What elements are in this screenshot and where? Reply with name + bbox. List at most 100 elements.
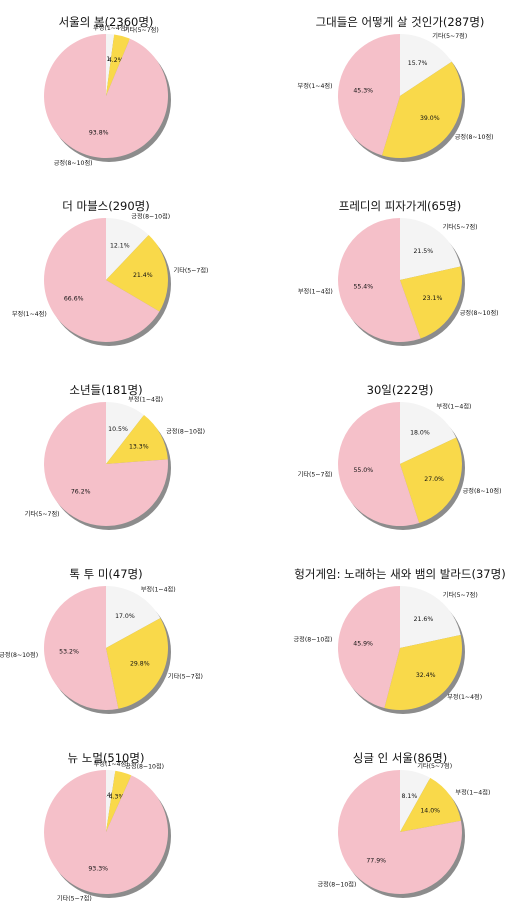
slice-percent-label: 4.3% — [109, 793, 125, 800]
slice-percent-label: 2.4% — [101, 792, 117, 799]
slice-category-label: 기타(5~7점) — [432, 32, 467, 40]
slice-category-label: 기타(5~7점) — [443, 223, 478, 231]
slice-percent-label: 29.8% — [130, 661, 150, 668]
slice-percent-label: 21.4% — [133, 272, 153, 279]
pie-chart-0: 서울의 봄(2360명) 2.1% 부정(1~4점) 4.2% 기타(5~7점) 93.8… — [44, 15, 171, 167]
slice-percent-label: 45.3% — [353, 88, 373, 95]
slice-category-label: 기타(5~7점) — [25, 510, 60, 518]
slice-category-label: 긍정(8~10점) — [463, 487, 502, 495]
chart-title: 소년들(181명) — [69, 383, 142, 397]
pie-slice — [44, 34, 169, 158]
pie-slice — [381, 61, 462, 159]
slice-category-label: 긍정(8~10점) — [455, 133, 494, 141]
pie-slice — [106, 415, 168, 464]
pie-slice — [400, 777, 461, 832]
pie-slice — [337, 34, 400, 156]
slice-percent-label: 45.9% — [353, 640, 373, 647]
chart-title: 싱글 인 서울(86명) — [353, 751, 447, 765]
slice-category-label: 긍정(8~10점) — [0, 651, 38, 659]
slice-percent-label: 12.1% — [110, 243, 130, 250]
slice-percent-label: 23.1% — [423, 295, 443, 302]
pie-slice — [400, 266, 463, 339]
slice-percent-label: 14.0% — [420, 807, 440, 814]
pie-slice — [43, 402, 168, 526]
slice-percent-label: 66.6% — [64, 296, 84, 303]
pie-slice — [44, 770, 169, 894]
slice-percent-label: 32.4% — [416, 672, 436, 679]
pie-slice — [400, 437, 463, 523]
pie-slice — [106, 402, 144, 464]
pie-slice — [106, 770, 116, 832]
slice-percent-label: 13.3% — [129, 443, 149, 450]
pie-slice — [338, 402, 420, 526]
slice-category-label: 기타(5~7점) — [124, 26, 159, 34]
slice-percent-label: 21.6% — [414, 616, 434, 623]
slice-category-label: 부정(1~4점) — [128, 396, 163, 404]
slice-category-label: 기타(5~7점) — [417, 762, 452, 770]
pie-slice — [106, 618, 168, 709]
slice-category-label: 긍정(8~10점) — [54, 159, 93, 167]
slice-category-label: 부정(1~4점) — [298, 82, 333, 90]
slice-category-label: 부정(1~4점) — [93, 24, 128, 32]
pie-slice — [337, 770, 462, 895]
pie-chart-2: 더 마블스(290명) 12.1% 긍정(8~10점) 21.4% 기타(5~7점) 66… — [12, 199, 209, 346]
pie-chart-5: 30일(222명) 18.0% 부정(1~4점) 27.0% 긍정(8~10점) 55.0… — [298, 383, 502, 530]
slice-category-label: 긍정(8~10점) — [131, 213, 170, 221]
slice-percent-label: 21.5% — [413, 248, 433, 255]
slice-percent-label: 53.2% — [59, 649, 79, 656]
slice-category-label: 기타(5~7점) — [57, 895, 92, 903]
slice-category-label: 기타(5~7점) — [298, 471, 333, 479]
pie-chart-9: 싱글 인 서울(86명) 8.1% 기타(5~7점) 14.0% 부정(1~4점) 77.… — [317, 751, 490, 898]
pie-chart-1: 그대들은 어떻게 살 것인가(287명) 15.7% 기타(5~7점) 39.0% 긍정… — [298, 15, 494, 162]
chart-title: 서울의 봄(2360명) — [59, 15, 154, 29]
pie-slice — [106, 34, 115, 96]
pie-slice — [43, 585, 119, 710]
slice-percent-label: 18.0% — [410, 430, 430, 437]
slice-category-label: 부정(1~4점) — [437, 402, 472, 410]
slice-percent-label: 8.1% — [402, 793, 418, 800]
slice-category-label: 부정(1~4점) — [94, 760, 129, 768]
slice-category-label: 부정(1~4점) — [447, 693, 482, 701]
slice-percent-label: 2.1% — [101, 56, 117, 63]
slice-percent-label: 93.8% — [89, 130, 109, 137]
slice-category-label: 긍정(8~10점) — [125, 763, 164, 771]
slice-category-label: 부정(1~4점) — [298, 288, 333, 296]
pie-slice — [400, 402, 457, 464]
chart-title: 30일(222명) — [367, 383, 434, 397]
pie-slice — [400, 770, 431, 832]
pie-slice — [106, 770, 132, 832]
pie-slice — [400, 34, 452, 96]
slice-percent-label: 15.7% — [408, 60, 428, 67]
chart-title: 그대들은 어떻게 살 것인가(287명) — [316, 15, 485, 29]
slice-percent-label: 55.0% — [353, 467, 373, 474]
slice-category-label: 기타(5~7점) — [443, 591, 478, 599]
slice-category-label: 기타(5~7점) — [174, 267, 209, 275]
pie-chart-3: 프레디의 피자가게(65명) 21.5% 기타(5~7점) 23.1% 긍정(8~10점… — [298, 199, 499, 346]
chart-title: 더 마블스(290명) — [62, 199, 149, 213]
slice-percent-label: 93.3% — [88, 865, 108, 872]
pie-slice — [43, 218, 160, 343]
chart-title: 프레디의 피자가게(65명) — [339, 199, 461, 213]
pie-slice — [106, 586, 161, 648]
pie-slice — [338, 586, 400, 708]
pie-chart-4: 소년들(181명) 10.5% 부정(1~4점) 13.3% 긍정(8~10점) 76.2… — [25, 383, 205, 530]
pie-chart-7: 헝거게임: 노래하는 새와 뱀의 발라드(37명) 21.6% 기타(5~7점) 32… — [293, 567, 506, 714]
slice-percent-label: 39.0% — [420, 115, 440, 122]
pie-slice — [106, 34, 130, 96]
slice-category-label: 긍정(8~10점) — [293, 635, 332, 643]
pie-slice — [106, 235, 168, 312]
pie-slice — [384, 634, 463, 711]
slice-percent-label: 17.0% — [115, 613, 135, 620]
slice-percent-label: 27.0% — [424, 476, 444, 483]
slice-category-label: 긍정(8~10점) — [317, 880, 356, 888]
slice-percent-label: 55.4% — [353, 283, 373, 290]
pie-slice — [400, 586, 461, 648]
pie-slice — [106, 218, 149, 280]
slice-percent-label: 10.5% — [108, 426, 128, 433]
slice-category-label: 기타(5~7점) — [168, 673, 203, 681]
chart-title: 뉴 노멀(510명) — [68, 751, 145, 765]
slice-category-label: 부정(1~4점) — [141, 585, 176, 593]
slice-percent-label: 77.9% — [366, 858, 386, 865]
slice-category-label: 긍정(8~10점) — [166, 428, 205, 436]
